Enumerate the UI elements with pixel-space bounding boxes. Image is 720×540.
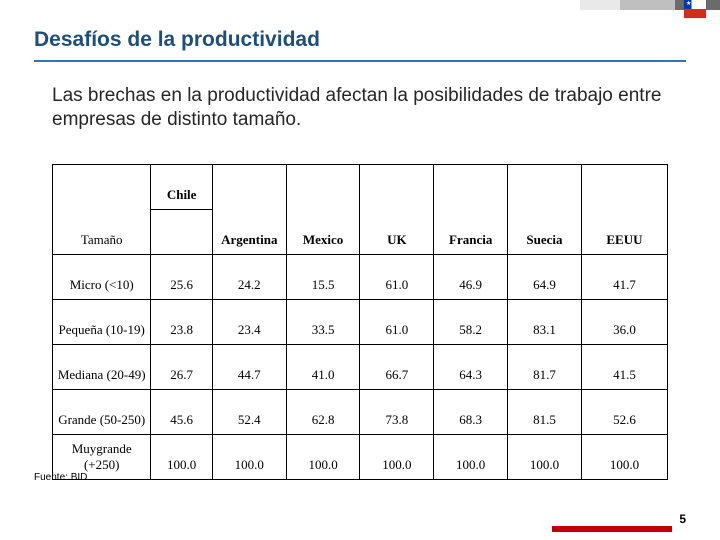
cell: 26.7	[151, 345, 213, 390]
cell: 64.9	[508, 255, 582, 300]
productivity-table: ChileTamaño ArgentinaMexicoUKFranciaSueci…	[52, 164, 668, 480]
cell: 100.0	[286, 435, 360, 480]
col-header: Suecia	[508, 210, 582, 255]
flag-chile-icon: ★	[684, 0, 706, 18]
header-spacer	[286, 165, 360, 210]
cell: 15.5	[286, 255, 360, 300]
cell: 61.0	[360, 300, 434, 345]
slide-title: Desafíos de la productividad	[34, 28, 686, 62]
cell: 66.7	[360, 345, 434, 390]
cell: 68.3	[434, 390, 508, 435]
cell: 52.4	[212, 390, 286, 435]
slide: ★ Desafíos de la productividad Las brech…	[0, 0, 720, 540]
row-label: Pequeña (10-19)	[53, 300, 151, 345]
header-spacer	[581, 165, 667, 210]
cell: 23.8	[151, 300, 213, 345]
cell: 25.6	[151, 255, 213, 300]
cell: 61.0	[360, 255, 434, 300]
cell: 62.8	[286, 390, 360, 435]
col-header: Francia	[434, 210, 508, 255]
cell: 52.6	[581, 390, 667, 435]
bottom-accent-bar	[552, 526, 672, 532]
cell: 41.0	[286, 345, 360, 390]
cell: 73.8	[360, 390, 434, 435]
cell: 41.5	[581, 345, 667, 390]
stripe-2	[620, 0, 675, 10]
cell: 100.0	[508, 435, 582, 480]
cell: 45.6	[151, 390, 213, 435]
header-spacer	[508, 165, 582, 210]
cell: 41.7	[581, 255, 667, 300]
cell: 81.5	[508, 390, 582, 435]
cell: 58.2	[434, 300, 508, 345]
col-header: Argentina	[212, 210, 286, 255]
table-row: Micro (<10)25.624.215.561.046.964.941.7	[53, 255, 668, 300]
col-header-chile: Chile	[151, 165, 213, 210]
flag-bottom	[684, 9, 706, 18]
header-spacer	[360, 165, 434, 210]
cell: 46.9	[434, 255, 508, 300]
slide-body-text: Las brechas en la productividad afectan …	[52, 84, 668, 132]
cell: 44.7	[212, 345, 286, 390]
table-row: Grande (50-250)45.652.462.873.868.381.55…	[53, 390, 668, 435]
col-header: EEUU	[581, 210, 667, 255]
cell: 83.1	[508, 300, 582, 345]
cell: 100.0	[360, 435, 434, 480]
cell: 33.5	[286, 300, 360, 345]
page-number: 5	[679, 512, 686, 526]
table-row: Pequeña (10-19)23.823.433.561.058.283.13…	[53, 300, 668, 345]
row-header-label: Tamaño	[53, 210, 151, 255]
table: ChileTamaño ArgentinaMexicoUKFranciaSueci…	[52, 164, 668, 480]
row-label: Grande (50-250)	[53, 390, 151, 435]
cell: 24.2	[212, 255, 286, 300]
header-spacer	[434, 165, 508, 210]
source-note: Fuente: BID	[34, 472, 87, 483]
cell: 64.3	[434, 345, 508, 390]
cell: 100.0	[434, 435, 508, 480]
table-row: Mediana (20-49)26.744.741.066.764.381.74…	[53, 345, 668, 390]
cell: 23.4	[212, 300, 286, 345]
col-header: Mexico	[286, 210, 360, 255]
header-blank-under-chile	[151, 210, 213, 255]
header-spacer	[212, 165, 286, 210]
stripe-1	[580, 0, 620, 10]
col-header: UK	[360, 210, 434, 255]
cell: 100.0	[212, 435, 286, 480]
cell: 100.0	[151, 435, 213, 480]
row-label: Mediana (20-49)	[53, 345, 151, 390]
cell: 81.7	[508, 345, 582, 390]
header-blank-top	[53, 165, 151, 210]
flag-star-icon: ★	[686, 1, 691, 7]
cell: 36.0	[581, 300, 667, 345]
row-label: Micro (<10)	[53, 255, 151, 300]
table-row: Muygrande (+250)100.0100.0100.0100.0100.…	[53, 435, 668, 480]
cell: 100.0	[581, 435, 667, 480]
